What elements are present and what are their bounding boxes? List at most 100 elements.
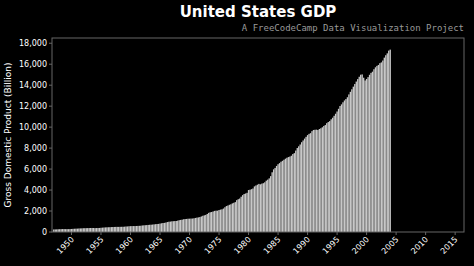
bar: [125, 226, 126, 232]
bar: [140, 226, 141, 232]
bar: [106, 227, 107, 232]
bar: [254, 186, 255, 232]
bar: [280, 162, 281, 232]
bar: [91, 228, 92, 232]
bar: [370, 73, 371, 232]
bar: [270, 176, 271, 232]
bar: [102, 228, 103, 232]
bar: [267, 180, 268, 232]
y-tick: [49, 169, 52, 170]
bar: [118, 227, 119, 232]
x-tick: [189, 232, 190, 235]
y-tick-label: 4,000: [24, 186, 47, 195]
bar: [381, 62, 382, 232]
x-tick-label: 1990: [291, 235, 312, 256]
bar: [258, 184, 259, 232]
bar: [353, 87, 354, 232]
bar: [301, 142, 302, 232]
y-tick-label: 18,000: [19, 39, 47, 48]
plot-frame: [52, 38, 464, 232]
x-tick: [425, 232, 426, 235]
x-tick-label: 1975: [203, 235, 224, 256]
bar: [184, 219, 185, 232]
bar: [238, 199, 239, 232]
bar: [325, 125, 326, 232]
bar: [285, 159, 286, 232]
y-tick-label: 10,000: [19, 123, 47, 132]
bar: [145, 225, 146, 232]
bar: [271, 172, 272, 232]
bar: [236, 200, 237, 232]
bar: [131, 226, 132, 232]
bar: [329, 121, 330, 232]
bar: [97, 228, 98, 232]
x-tick: [248, 232, 249, 235]
bar: [210, 212, 211, 232]
bar: [189, 219, 190, 232]
bar: [242, 195, 243, 232]
bar: [158, 224, 159, 232]
bar: [230, 204, 231, 232]
bar: [128, 226, 129, 232]
bar: [314, 130, 315, 232]
bar: [235, 202, 236, 232]
bar: [357, 79, 358, 232]
x-tick: [130, 232, 131, 235]
bar: [378, 65, 379, 232]
bar: [83, 228, 84, 232]
bar: [294, 153, 295, 232]
bar: [221, 209, 222, 232]
bar: [248, 190, 249, 232]
bar: [162, 223, 163, 232]
bar: [366, 79, 367, 232]
bar: [291, 156, 292, 232]
bar: [77, 229, 78, 232]
bar: [292, 154, 293, 232]
bar: [263, 183, 264, 232]
x-tick-label: 2015: [439, 235, 460, 256]
bar: [336, 111, 337, 232]
bar: [100, 228, 101, 232]
bar: [152, 225, 153, 232]
x-tick-label: 1960: [114, 235, 135, 256]
bar: [218, 210, 219, 232]
bar: [302, 140, 303, 232]
bar: [347, 97, 348, 232]
bar: [274, 168, 275, 232]
bar: [269, 178, 270, 232]
bar: [115, 227, 116, 232]
bar: [362, 74, 363, 232]
bar: [180, 220, 181, 232]
bar: [360, 75, 361, 232]
bar: [316, 130, 317, 232]
y-tick: [49, 85, 52, 86]
bar: [217, 211, 218, 232]
bar: [351, 89, 352, 232]
bar: [220, 210, 221, 232]
bar: [199, 217, 200, 232]
bar: [239, 199, 240, 232]
bar: [326, 123, 327, 232]
y-tick-label: 2,000: [24, 207, 47, 216]
bar: [192, 219, 193, 232]
bar: [356, 82, 357, 232]
bar: [255, 186, 256, 232]
bar: [320, 128, 321, 232]
bar: [89, 228, 90, 232]
bar: [204, 215, 205, 232]
bar: [109, 227, 110, 232]
x-tick: [455, 232, 456, 235]
bar: [149, 225, 150, 232]
y-tick-label: 14,000: [19, 81, 47, 90]
bar: [379, 63, 380, 232]
bar: [328, 122, 329, 232]
bar: [257, 185, 258, 232]
y-tick: [49, 211, 52, 212]
bar: [81, 228, 82, 232]
bar: [333, 116, 334, 232]
x-tick: [100, 232, 101, 235]
bar: [214, 211, 215, 232]
bar: [240, 197, 241, 232]
y-tick: [49, 232, 52, 233]
bar: [176, 221, 177, 232]
